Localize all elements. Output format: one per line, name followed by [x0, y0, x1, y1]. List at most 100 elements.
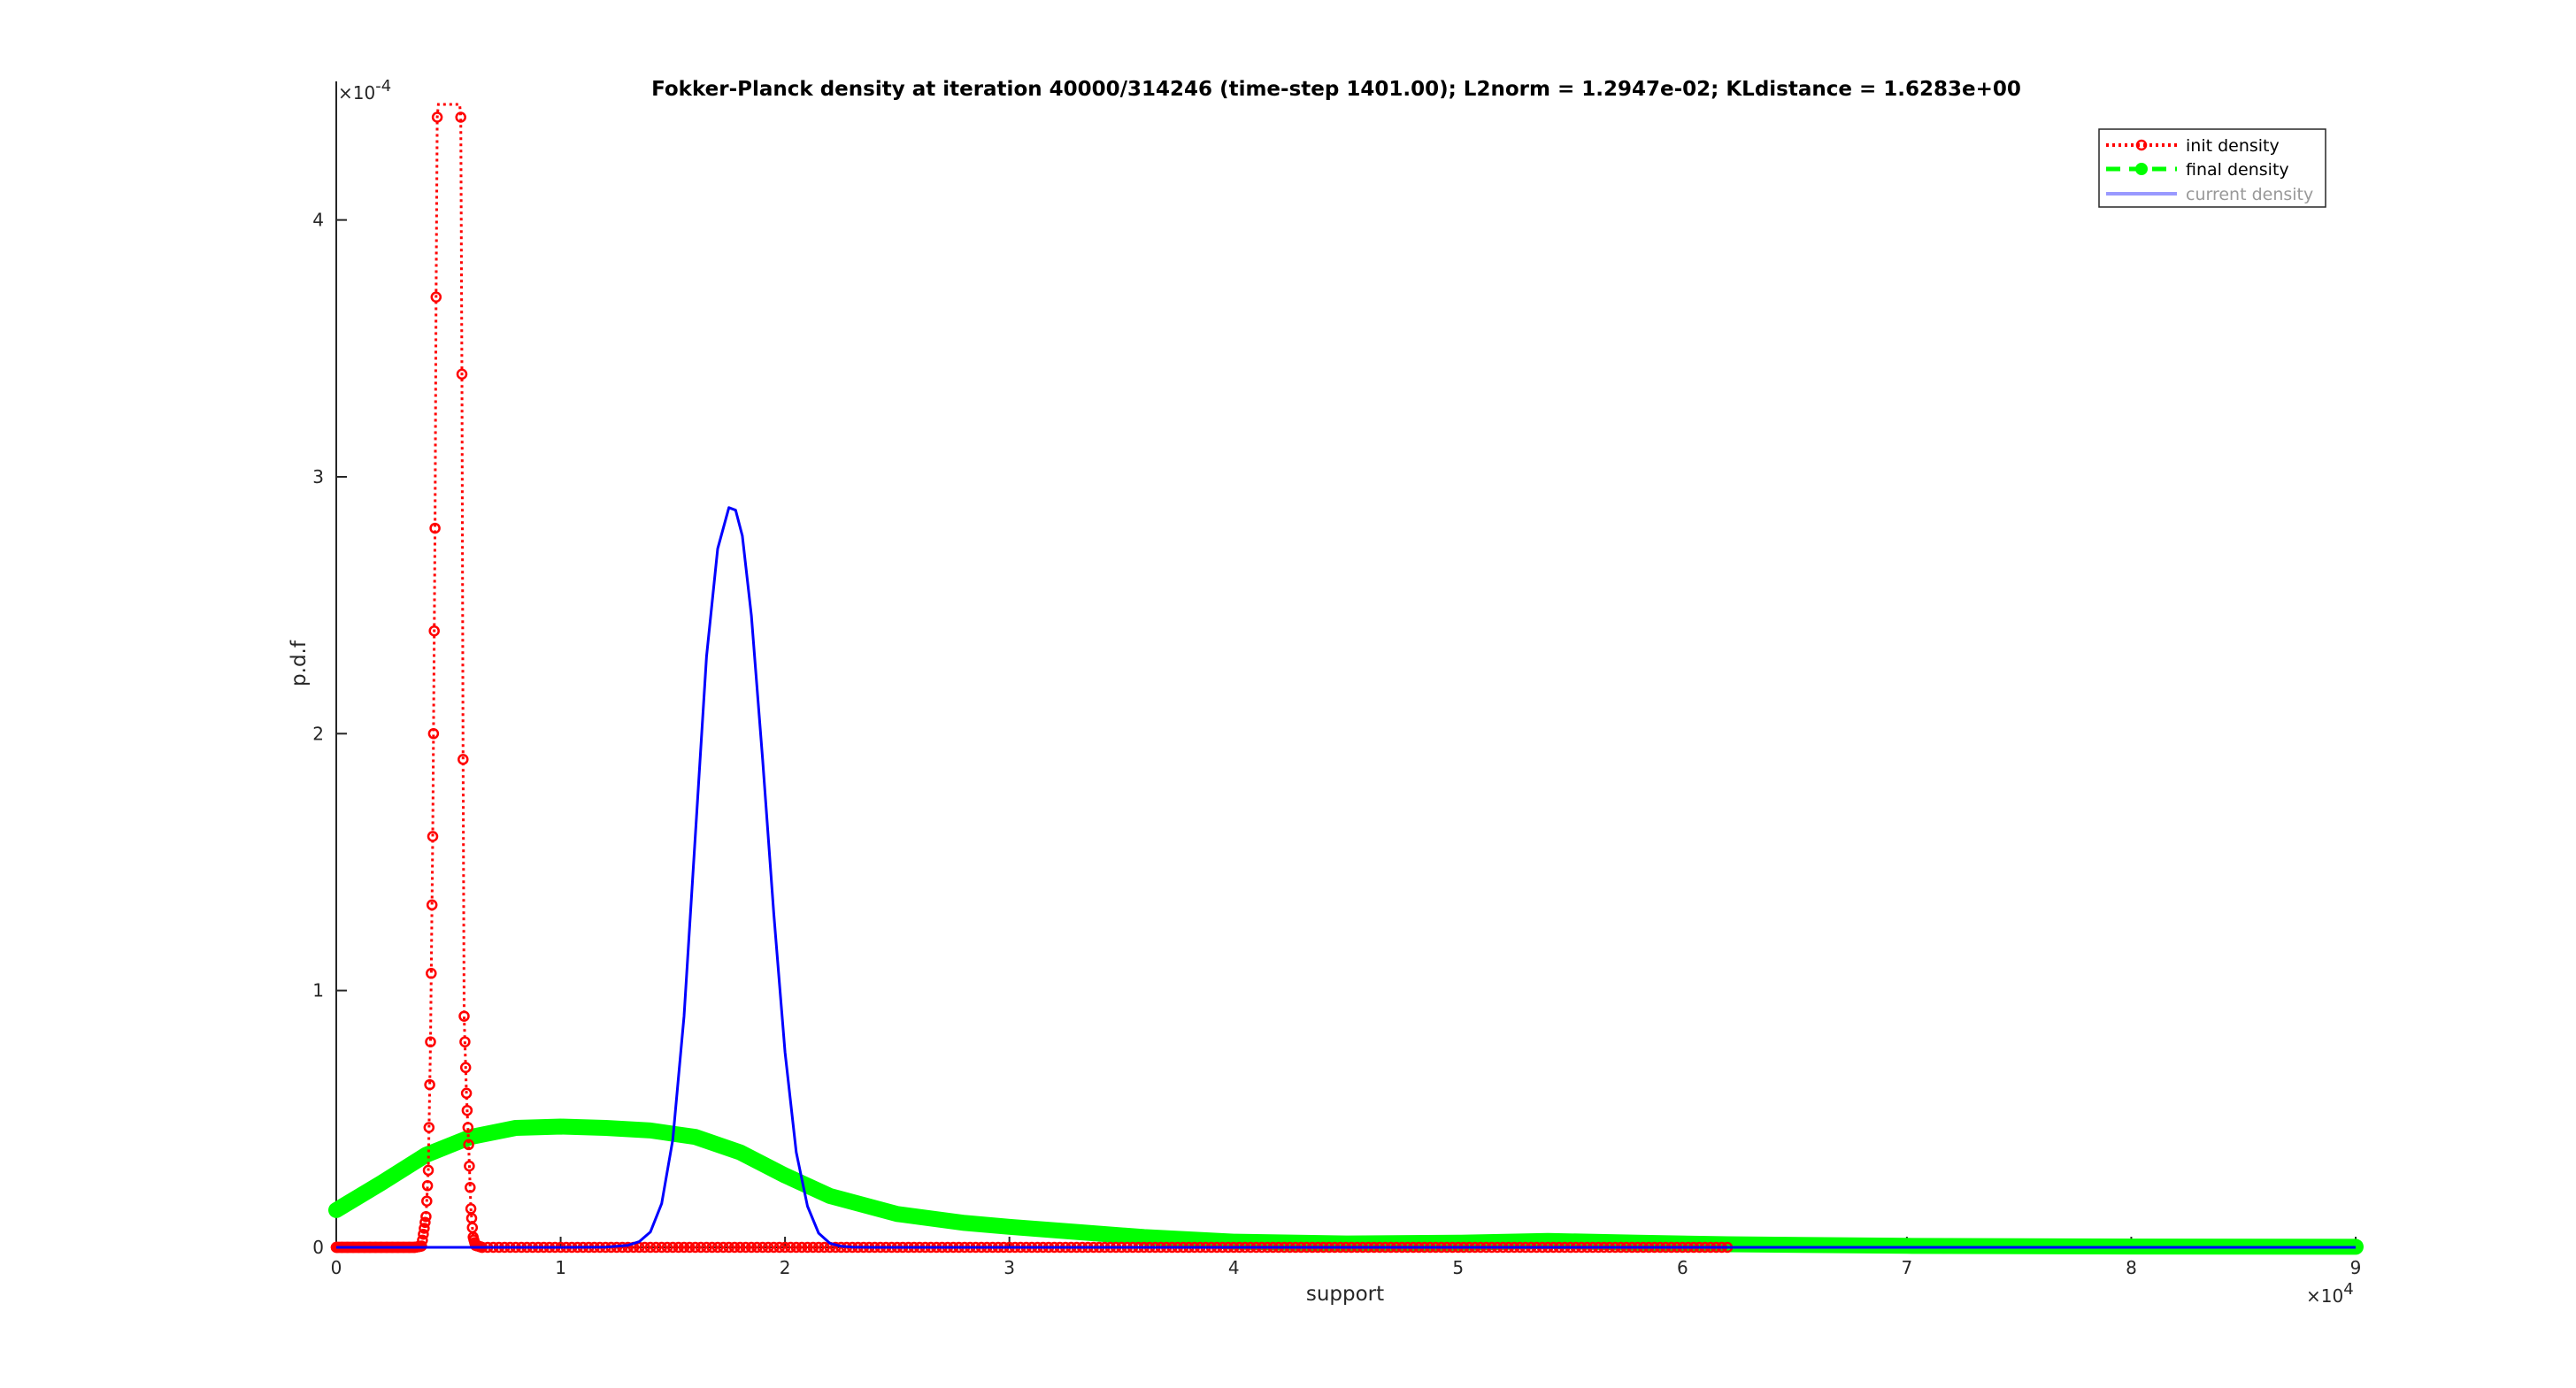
init-density-marker: [796, 1241, 808, 1254]
init-density-marker: [656, 1241, 667, 1254]
init-density-marker: [422, 1164, 434, 1177]
x-multiplier: ×104: [2306, 1280, 2354, 1307]
legend-item-final: final density: [2106, 160, 2289, 180]
init-density-marker: [421, 1180, 434, 1192]
init-density-marker: [718, 1241, 729, 1254]
init-density-marker: [431, 111, 443, 123]
y-tick-label: 2: [312, 723, 324, 744]
init-density-marker: [465, 1182, 476, 1193]
init-density-marker: [661, 1241, 673, 1254]
init-density-marker: [667, 1241, 679, 1254]
init-density-marker: [419, 1223, 430, 1234]
init-density-marker: [622, 1241, 634, 1254]
legend-label-final: final density: [2186, 160, 2289, 180]
init-density-marker: [779, 1241, 791, 1254]
init-density-marker: [426, 968, 437, 979]
init-density-marker: [464, 1160, 475, 1172]
init-density-marker: [790, 1241, 803, 1254]
init-density-marker: [419, 1216, 431, 1229]
series-line-init-density: [336, 103, 1727, 1249]
init-density-marker: [459, 1036, 471, 1047]
x-tick-label: 9: [2350, 1257, 2362, 1278]
init-density-marker: [427, 831, 439, 842]
chart-title: Fokker-Planck density at iteration 40000…: [651, 78, 2021, 101]
init-density-marker: [639, 1241, 650, 1254]
init-density-marker: [456, 368, 468, 380]
init-density-marker: [430, 291, 442, 303]
x-tick-label: 1: [555, 1257, 566, 1278]
init-density-marker: [678, 1241, 690, 1254]
init-density-markers: [330, 111, 1734, 1254]
init-density-marker: [695, 1241, 707, 1254]
init-density-marker: [421, 1195, 433, 1207]
init-density-marker: [711, 1241, 724, 1254]
init-density-marker: [460, 1087, 473, 1100]
init-density-marker: [429, 522, 441, 534]
init-density-marker: [773, 1241, 786, 1254]
init-density-marker: [418, 1228, 429, 1240]
init-density-marker: [684, 1241, 696, 1254]
y-ticks: 0 1 2 3 4: [312, 210, 347, 1258]
x-tick-label: 5: [1452, 1257, 1464, 1278]
init-density-marker: [819, 1241, 830, 1254]
x-tick-label: 4: [1228, 1257, 1240, 1278]
init-density-marker: [426, 899, 438, 911]
x-tick-label: 6: [1677, 1257, 1688, 1278]
legend-label-init: init density: [2186, 136, 2280, 156]
plot-area: [328, 103, 2364, 1255]
legend-item-init: init density: [2106, 136, 2280, 156]
init-density-marker: [420, 1210, 432, 1223]
x-tick-label: 8: [2126, 1257, 2137, 1278]
y-tick-label: 3: [312, 466, 324, 487]
init-density-marker: [650, 1241, 662, 1254]
x-tick-label: 2: [780, 1257, 791, 1278]
init-density-marker: [689, 1241, 701, 1254]
y-multiplier: ×10-4: [338, 77, 391, 104]
x-axis-label: support: [1306, 1283, 1384, 1306]
legend-marker-final: [2135, 163, 2148, 175]
series-line-current-density: [336, 506, 2356, 1249]
legend: init density final density current densi…: [2098, 128, 2326, 208]
init-density-marker: [723, 1241, 734, 1254]
init-density-marker: [463, 1139, 474, 1151]
init-density-marker: [458, 1010, 470, 1022]
y-tick-label: 0: [312, 1237, 324, 1258]
x-tick-label: 3: [1003, 1257, 1015, 1278]
init-density-marker: [762, 1241, 774, 1254]
init-density-marker: [745, 1241, 757, 1254]
init-density-marker: [424, 1078, 435, 1091]
init-density-marker: [734, 1241, 746, 1254]
x-tick-label: 0: [331, 1257, 342, 1278]
init-density-marker: [427, 728, 440, 740]
init-density-marker: [423, 1122, 435, 1133]
y-tick-label: 4: [312, 210, 324, 231]
y-tick-label: 1: [312, 980, 324, 1001]
init-density-marker: [644, 1241, 657, 1254]
series-line-final-density: [328, 1118, 2364, 1255]
init-density-marker: [458, 754, 469, 765]
init-density-marker: [673, 1241, 684, 1254]
init-density-marker: [706, 1241, 718, 1254]
init-density-marker: [428, 625, 440, 637]
init-density-marker: [740, 1241, 751, 1254]
y-axis-label: p.d.f: [288, 640, 311, 686]
legend-item-current: current density: [2106, 185, 2313, 204]
init-density-marker: [812, 1241, 825, 1254]
init-density-marker: [425, 1036, 436, 1047]
init-density-marker: [757, 1241, 769, 1254]
init-density-marker: [417, 1234, 428, 1246]
legend-label-current: current density: [2186, 185, 2313, 204]
init-density-marker: [785, 1241, 796, 1254]
init-density-marker: [802, 1241, 813, 1254]
x-tick-label: 7: [1902, 1257, 1913, 1278]
legend-marker-init: [2135, 139, 2148, 151]
init-density-marker: [455, 111, 466, 123]
init-density-marker: [768, 1241, 780, 1254]
init-density-marker: [701, 1241, 712, 1254]
init-density-marker: [462, 1122, 474, 1133]
init-density-marker: [728, 1241, 741, 1254]
init-density-marker: [751, 1241, 763, 1254]
init-density-marker: [807, 1241, 819, 1254]
init-density-marker: [461, 1104, 473, 1116]
